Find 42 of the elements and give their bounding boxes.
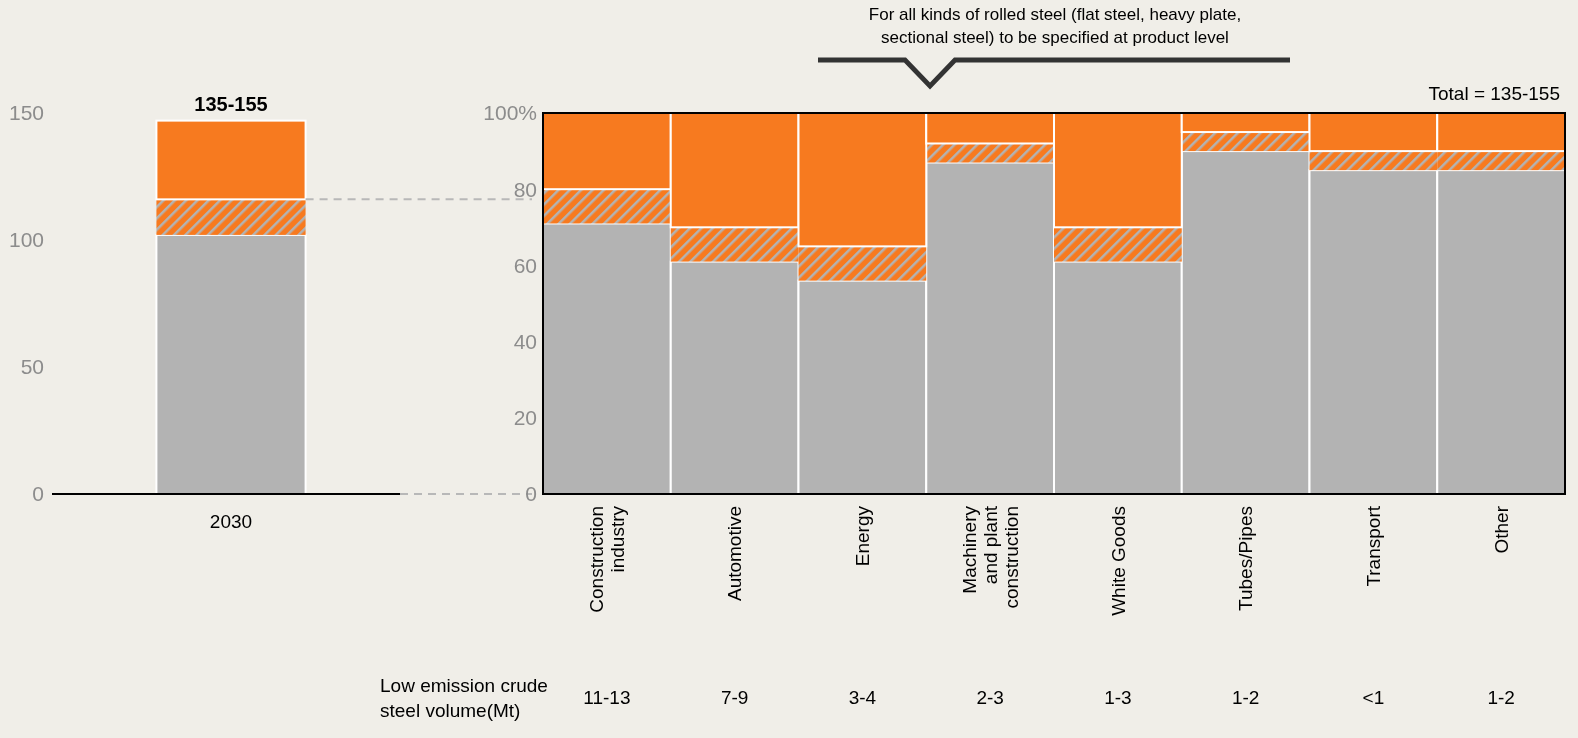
text: 1-3 (1104, 687, 1132, 708)
y-tick-label: 80 (513, 177, 537, 201)
y-tick-label: 150 (8, 101, 44, 125)
x-tick-label: Automotive (724, 506, 746, 602)
y-tick-label: 60 (513, 253, 537, 277)
y-tick-label: 50 (20, 355, 44, 379)
text: 11-13 (583, 687, 631, 708)
x-tick-label: Transport (1363, 505, 1385, 587)
y-tick-label: 40 (513, 329, 537, 353)
text: 1-2 (1487, 687, 1515, 708)
x-tick-label: Machinery and plant construction (958, 505, 1022, 609)
text: 2-3 (976, 687, 1004, 708)
x-tick-label: 2030 (209, 511, 253, 532)
bar (155, 233, 307, 495)
x-tick-label: Energy (852, 505, 874, 567)
x-tick-label: Construction industry (586, 505, 628, 613)
total-label: 135-155 (194, 92, 268, 115)
y-tick-label: 0 (525, 482, 537, 506)
text: 7-9 (720, 687, 749, 708)
y-tick-label: 20 (513, 406, 537, 430)
bar (1181, 132, 1310, 152)
bar (155, 119, 307, 201)
bar (156, 199, 306, 235)
x-tick-label: Tubes/Pipes (1235, 506, 1257, 611)
bar (798, 246, 927, 281)
bar (1054, 227, 1182, 262)
text: Low emission crude steel volume(Mt) (380, 675, 548, 721)
bar (926, 143, 1054, 163)
x-tick-label: Other (1490, 505, 1512, 554)
y-tick-label: 100 (8, 228, 44, 252)
text: Total = 135-155 (1428, 83, 1560, 104)
text: <1 (1362, 687, 1385, 708)
bar (670, 227, 799, 262)
text: 1-2 (1231, 687, 1260, 708)
x-tick-label: White Goods (1107, 506, 1129, 616)
text: 3-4 (848, 687, 877, 708)
text: For all kinds of rolled steel (flat steel, heavy plate, sectional steel) to be specified at product level (868, 5, 1242, 47)
bar (543, 189, 671, 224)
bar (1309, 151, 1438, 171)
bar (1437, 151, 1565, 171)
y-tick-label: 0 (32, 482, 44, 506)
y-tick-label: 100% (483, 101, 537, 125)
